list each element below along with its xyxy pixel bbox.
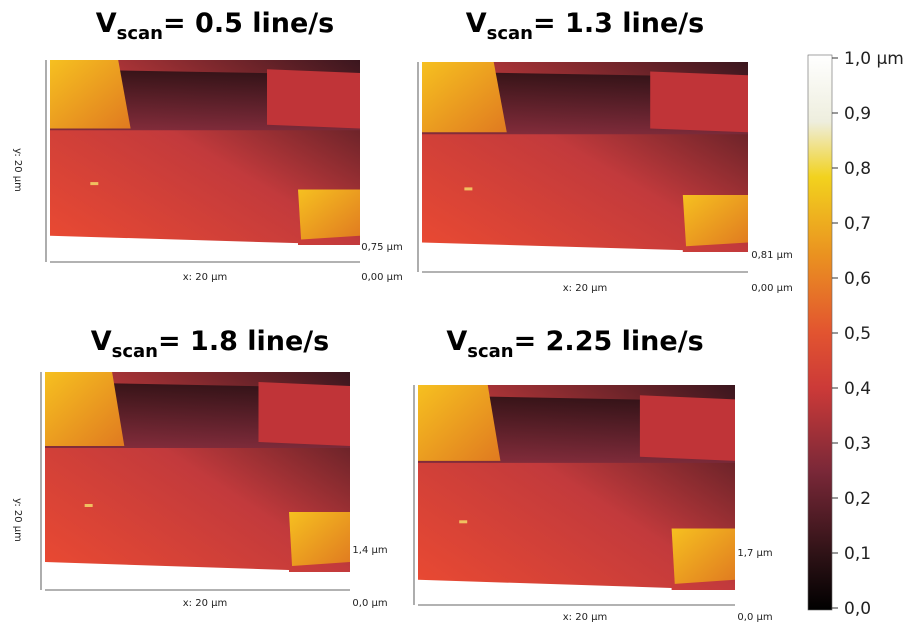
title-rest: = 0.5 line/s <box>163 8 334 39</box>
title-rest: = 1.3 line/s <box>533 8 704 39</box>
colorbar-label: 0,5 <box>844 324 871 344</box>
z-min-label: 0,0 µm <box>352 598 387 609</box>
afm-step <box>45 372 125 446</box>
x-axis-label: x: 20 µm <box>183 598 227 609</box>
colorbar-label: 0,2 <box>844 489 871 509</box>
z-max-label: 1,4 µm <box>352 545 387 556</box>
afm-step <box>50 60 131 129</box>
afm-dot <box>90 182 99 186</box>
title-main: V <box>466 8 487 39</box>
title-sub: scan <box>117 23 163 44</box>
z-min-label: 0,0 µm <box>737 612 772 623</box>
colorbar-label: 0,6 <box>844 269 871 289</box>
title-main: V <box>96 8 117 39</box>
colorbar-label: 0,7 <box>844 214 871 234</box>
afm-dot <box>84 504 93 507</box>
colorbar-label: 0,1 <box>844 544 871 564</box>
afm-base <box>422 242 683 262</box>
colorbar-label: 0,3 <box>844 434 871 454</box>
afm-step <box>258 382 350 446</box>
title-main: V <box>446 326 467 357</box>
afm-base <box>50 235 298 255</box>
title-rest: = 1.8 line/s <box>158 326 329 357</box>
panel-title: Vscan= 0.5 line/s <box>96 8 335 44</box>
afm-step <box>418 385 501 461</box>
z-min-label: 0,00 µm <box>361 272 403 283</box>
afm-step <box>289 512 350 566</box>
colorbar-label: 0,4 <box>844 379 871 399</box>
afm-step <box>682 195 748 247</box>
panel-title: Vscan= 1.8 line/s <box>91 326 330 362</box>
afm-step <box>650 71 748 133</box>
y-axis-label: y: 20 µm <box>12 148 23 192</box>
afm-step <box>639 395 735 461</box>
colorbar-label: 0,8 <box>844 159 871 179</box>
title-rest: = 2.25 line/s <box>514 326 704 357</box>
afm-dot <box>459 520 468 524</box>
afm-base <box>418 579 672 601</box>
x-axis-label: x: 20 µm <box>563 283 607 294</box>
x-axis-label: x: 20 µm <box>563 612 607 623</box>
afm-dot <box>464 187 473 191</box>
z-max-label: 0,75 µm <box>361 242 403 253</box>
title-sub: scan <box>112 341 158 362</box>
afm-step <box>671 528 735 584</box>
y-axis-label: y: 20 µm <box>12 498 23 542</box>
afm-base <box>45 562 289 582</box>
afm-step <box>422 62 507 133</box>
title-sub: scan <box>487 23 533 44</box>
colorbar-label: 0,0 <box>844 599 871 619</box>
x-axis-label: x: 20 µm <box>183 272 227 283</box>
z-max-label: 0,81 µm <box>751 250 793 261</box>
afm-step <box>267 69 360 129</box>
colorbar-label: 1,0 µm <box>844 49 904 69</box>
afm-step <box>298 189 360 240</box>
title-main: V <box>91 326 112 357</box>
colorbar-label: 0,9 <box>844 104 871 124</box>
z-min-label: 0,00 µm <box>751 283 793 294</box>
z-max-label: 1,7 µm <box>737 548 772 559</box>
panel-title: Vscan= 1.3 line/s <box>466 8 705 44</box>
colorbar <box>807 54 833 611</box>
title-sub: scan <box>467 341 513 362</box>
panel-title: Vscan= 2.25 line/s <box>446 326 703 362</box>
